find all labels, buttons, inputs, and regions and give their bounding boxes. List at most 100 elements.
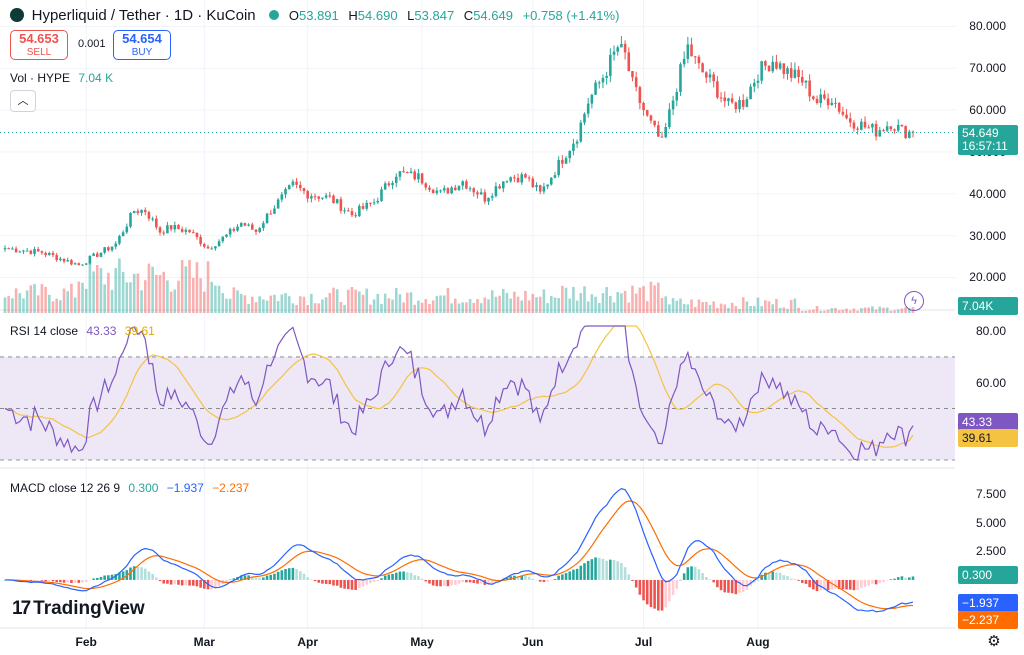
candle-body <box>387 183 391 186</box>
volume-bar <box>51 301 55 313</box>
price-tick-label: 40.000 <box>969 186 1006 201</box>
volume-bar <box>775 298 778 313</box>
macd-histogram-bar <box>254 577 258 580</box>
candle-body <box>502 181 505 189</box>
macd-hist-legend-value: 0.300 <box>128 481 159 495</box>
macd-histogram-bar <box>291 567 295 580</box>
volume-bar <box>527 300 531 313</box>
macd-histogram-bar <box>225 579 228 582</box>
candle-body <box>402 171 405 173</box>
volume-bar <box>376 293 380 313</box>
volume-bar <box>845 308 848 313</box>
rsi-legend[interactable]: RSI 14 close 43.33 39.61 <box>10 324 160 338</box>
candle-body <box>217 241 221 247</box>
macd-histogram-bar <box>808 579 811 588</box>
volume-bar <box>513 291 516 313</box>
macd-histogram-bar <box>845 579 848 590</box>
macd-histogram-bar <box>273 573 276 580</box>
high-label: H <box>348 8 358 23</box>
candle-body <box>468 188 472 190</box>
candle-body <box>856 128 859 130</box>
volume-bar <box>3 297 7 313</box>
macd-histogram-bar <box>490 579 494 585</box>
volume-bar <box>823 310 826 313</box>
macd-histogram-bar <box>800 579 804 583</box>
candle-body <box>276 199 280 209</box>
lightning-icon[interactable]: ϟ <box>904 291 924 311</box>
macd-histogram-bar <box>350 579 354 590</box>
macd-histogram-bar <box>697 569 701 580</box>
collapse-legend-button[interactable]: ︿ <box>10 90 36 112</box>
candle-body <box>265 213 269 224</box>
volume-bar <box>298 296 302 313</box>
volume-bar <box>483 297 487 313</box>
volume-bar <box>310 293 313 313</box>
candle-body <box>520 174 524 183</box>
candle-body <box>51 253 55 256</box>
candle-body <box>487 197 490 202</box>
candle-body <box>114 243 118 247</box>
macd-histogram-bar <box>561 574 564 580</box>
volume-bar <box>553 297 557 313</box>
macd-histogram-bar <box>92 578 95 580</box>
volume-bar <box>387 298 391 313</box>
candle-body <box>483 192 487 202</box>
buy-button[interactable]: 54.654 BUY <box>113 30 171 60</box>
macd-histogram-bar <box>645 579 649 605</box>
sell-label: SELL <box>26 47 52 58</box>
candle-body <box>749 86 752 100</box>
volume-bar <box>22 298 25 313</box>
volume-bar <box>413 304 416 313</box>
candle-body <box>620 43 623 48</box>
candle-body <box>22 250 25 252</box>
candle-body <box>140 210 143 213</box>
volume-bar <box>321 299 324 313</box>
volume-legend[interactable]: Vol · HYPE 7.04 K <box>10 71 118 85</box>
volume-bar <box>465 302 468 313</box>
sell-button[interactable]: 54.653 SELL <box>10 30 68 60</box>
macd-histogram-bar <box>442 579 446 586</box>
volume-bar <box>273 294 276 313</box>
candle-body <box>424 183 428 188</box>
volume-legend-label: Vol · HYPE <box>10 71 71 85</box>
volume-bar <box>284 293 287 313</box>
candle-body <box>712 74 715 82</box>
macd-histogram-bar <box>324 579 328 584</box>
macd-histogram-bar <box>612 560 616 580</box>
macd-histogram-bar <box>693 566 697 580</box>
candle-body <box>705 72 708 78</box>
candle-body <box>206 246 210 249</box>
volume-bar <box>450 303 453 313</box>
candlesticks <box>0 36 955 266</box>
macd-histogram-bar <box>59 579 62 583</box>
volume-bar <box>675 300 679 313</box>
volume-bar <box>335 289 339 313</box>
volume-bar <box>800 310 804 313</box>
candle-body <box>273 208 276 214</box>
volume-bar <box>520 300 524 313</box>
volume-bar <box>767 301 771 313</box>
macd-histogram-bar <box>110 574 114 580</box>
macd-histogram-bar <box>752 579 756 583</box>
macd-histogram-bar <box>572 569 575 580</box>
candle-body <box>203 244 206 247</box>
macd-histogram-bar <box>380 578 383 580</box>
volume-bar <box>908 308 911 313</box>
candle-body <box>642 103 645 111</box>
gear-icon[interactable]: ⚙ <box>987 633 1001 650</box>
macd-legend[interactable]: MACD close 12 26 9 0.300 −1.937 −2.237 <box>10 481 254 495</box>
macd-histogram-bar <box>856 579 859 591</box>
volume-bar <box>84 288 88 313</box>
volume-bar <box>564 287 568 313</box>
candle-body <box>505 181 509 183</box>
candle-body <box>280 194 284 200</box>
macd-histogram-bar <box>642 579 645 601</box>
macd-histogram-bar <box>719 579 723 591</box>
macd-histogram-bar <box>867 579 870 586</box>
symbol-header[interactable]: Hyperliquid / Tether · 1D · KuCoin O53.8… <box>10 7 619 24</box>
candle-body <box>284 189 287 195</box>
macd-histogram-bar <box>228 579 232 581</box>
candle-body <box>258 228 261 232</box>
candle-body <box>553 175 557 178</box>
